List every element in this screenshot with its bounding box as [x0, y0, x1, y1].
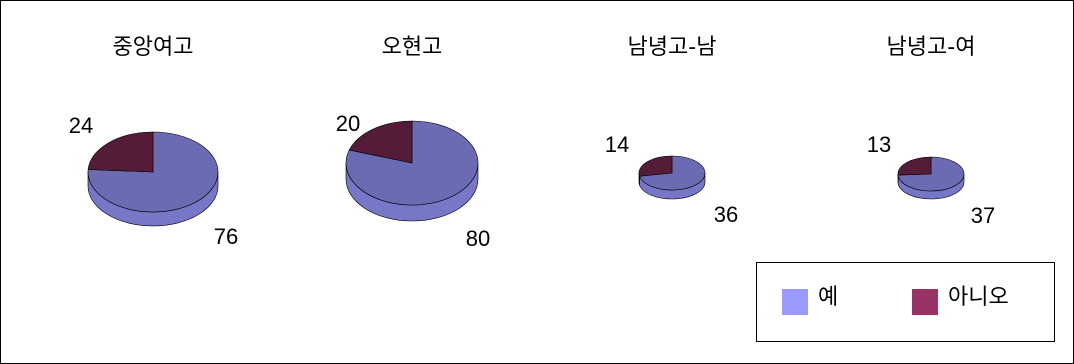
pie-4: 남녕고-여 37 13 — [867, 35, 995, 228]
pies-layer: 중앙여고 76 24 오현고 80 20 남녕고-남 36 14 남녕고-여 37 13 — [69, 35, 995, 251]
legend-label-1: 예 — [818, 285, 838, 310]
pie-3: 남녕고-남 36 14 — [605, 35, 738, 227]
data-label: 24 — [69, 113, 93, 138]
legend-swatch-1 — [782, 289, 808, 315]
pie-1: 중앙여고 76 24 — [69, 35, 238, 249]
data-label: 13 — [867, 132, 891, 157]
data-label: 36 — [714, 202, 738, 227]
pie-slice-아니오 — [638, 155, 673, 177]
data-label: 76 — [214, 224, 238, 249]
legend-label-2: 아니오 — [948, 285, 1009, 310]
pie-title: 오현고 — [382, 35, 443, 60]
legend: 예 아니오 — [756, 262, 1055, 342]
pie-2: 오현고 80 20 — [336, 35, 490, 251]
data-label: 14 — [605, 132, 629, 157]
pie-title: 중앙여고 — [113, 35, 194, 60]
legend-swatch-2 — [912, 289, 938, 315]
data-label: 80 — [466, 226, 490, 251]
pie-slice-아니오 — [87, 131, 154, 173]
pie-title: 남녕고-여 — [887, 35, 976, 60]
pie-slice-아니오 — [897, 156, 932, 176]
pie-slice-아니오 — [348, 120, 413, 164]
pie-slice-예 — [87, 131, 219, 213]
pie-title: 남녕고-남 — [628, 35, 717, 60]
data-label: 20 — [336, 111, 360, 136]
data-label: 37 — [971, 203, 995, 228]
pie-slice-예 — [345, 120, 479, 206]
